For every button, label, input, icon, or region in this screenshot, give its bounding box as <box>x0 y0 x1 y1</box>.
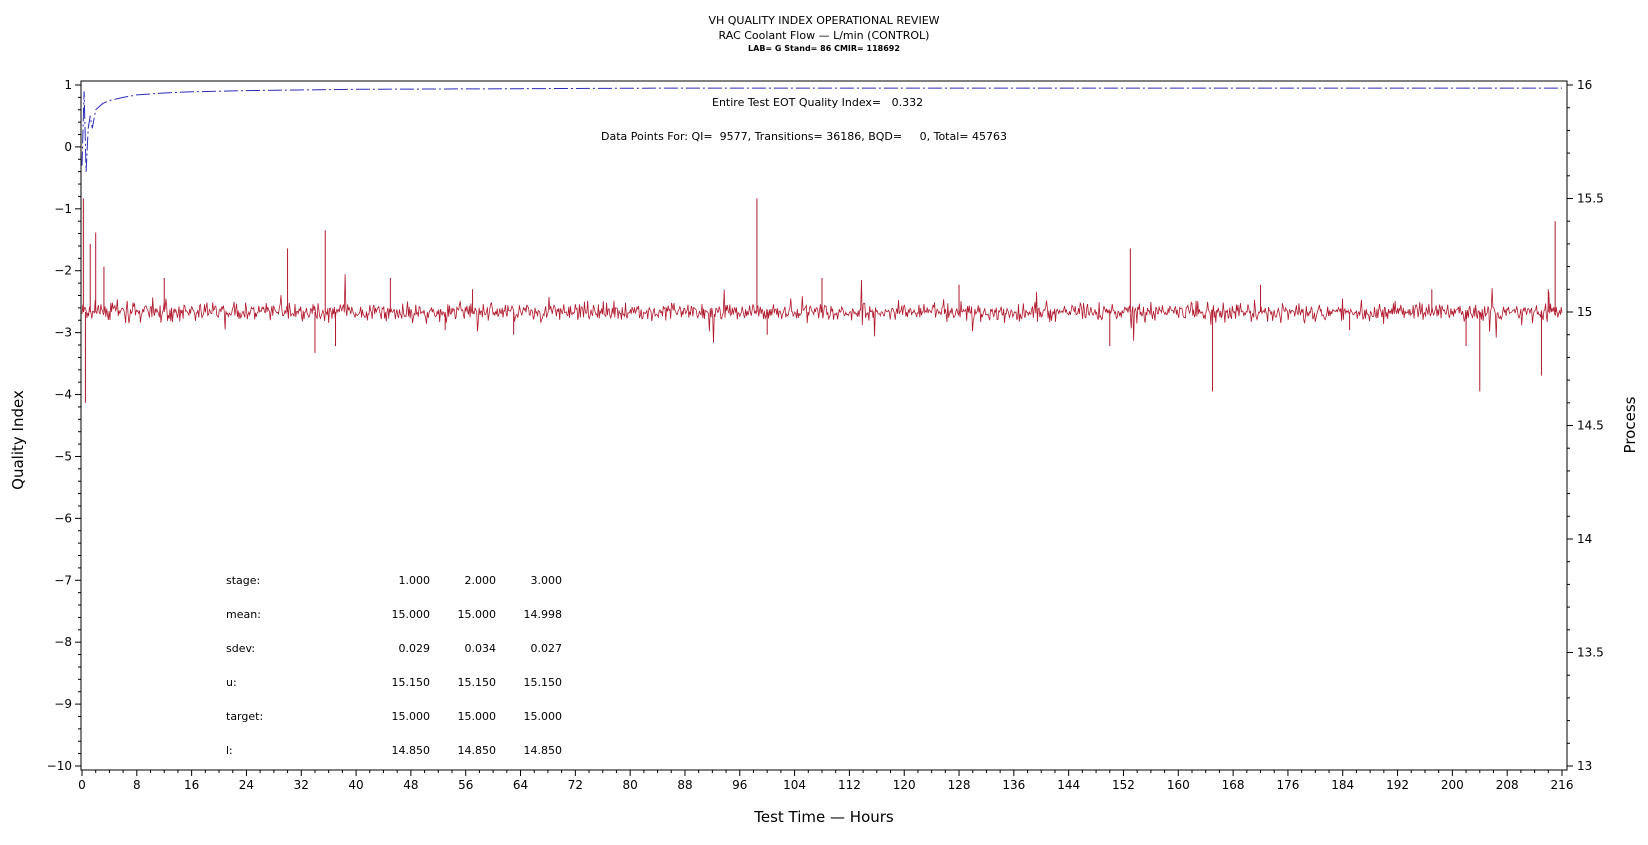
y-left-tick-label: −6 <box>54 511 72 525</box>
x-axis-label: Test Time — Hours <box>754 808 894 826</box>
y-left-tick-label: −10 <box>47 759 72 773</box>
y-left-tick-label: −7 <box>54 573 72 587</box>
x-tick-label: 152 <box>1112 778 1135 792</box>
x-tick-label: 184 <box>1331 778 1354 792</box>
chart-info: LAB= G Stand= 86 CMIR= 118692 <box>748 44 900 53</box>
x-tick-label: 48 <box>403 778 418 792</box>
x-tick-label: 64 <box>513 778 528 792</box>
stats-value: 15.150 <box>391 676 431 689</box>
x-tick-label: 104 <box>783 778 806 792</box>
x-tick-label: 176 <box>1276 778 1299 792</box>
y-right-tick-label: 14 <box>1577 532 1592 546</box>
y-left-tick-label: −8 <box>54 635 72 649</box>
y-right-tick-label: 13.5 <box>1577 646 1604 660</box>
stats-value: 15.000 <box>457 710 497 723</box>
x-tick-label: 144 <box>1057 778 1080 792</box>
x-tick-label: 128 <box>948 778 971 792</box>
y-right-tick-label: 14.5 <box>1577 419 1604 433</box>
process-series <box>81 198 1563 403</box>
x-tick-label: 200 <box>1441 778 1464 792</box>
y-axis-left-label: Quality Index <box>9 390 27 490</box>
stats-row-label: mean: <box>226 608 261 621</box>
y-left-tick-label: 1 <box>64 78 72 92</box>
x-tick-label: 192 <box>1386 778 1409 792</box>
y-left-tick-label: −3 <box>54 326 72 340</box>
eot-quality-index: Entire Test EOT Quality Index= 0.332 <box>712 96 924 109</box>
stats-value: 3.000 <box>530 574 563 587</box>
plot-frame <box>80 80 1568 771</box>
stats-value: 15.000 <box>457 608 497 621</box>
chart-title: VH QUALITY INDEX OPERATIONAL REVIEW <box>708 14 940 27</box>
x-tick-label: 24 <box>239 778 254 792</box>
x-tick-label: 208 <box>1496 778 1519 792</box>
chart-subtitle: RAC Coolant Flow — L/min (CONTROL) <box>718 29 930 42</box>
y-left-tick-label: −4 <box>54 388 72 402</box>
y-right-tick-label: 13 <box>1577 759 1592 773</box>
x-tick-label: 112 <box>838 778 861 792</box>
x-tick-label: 216 <box>1551 778 1574 792</box>
x-tick-label: 120 <box>893 778 916 792</box>
stats-value: 1.000 <box>398 574 431 587</box>
x-tick-label: 168 <box>1222 778 1245 792</box>
x-tick-label: 96 <box>732 778 747 792</box>
stats-value: 14.850 <box>523 744 563 757</box>
y-right-tick-label: 15.5 <box>1577 192 1604 206</box>
x-tick-label: 56 <box>458 778 473 792</box>
y-right-tick-label: 16 <box>1577 78 1592 92</box>
stats-row-label: l: <box>226 744 233 757</box>
stats-value: 0.027 <box>530 642 563 655</box>
x-tick-label: 0 <box>78 778 86 792</box>
y-axis-right-label: Process <box>1621 396 1639 454</box>
x-tick-label: 40 <box>348 778 363 792</box>
stats-row-label: target: <box>226 710 264 723</box>
y-left-tick-label: −9 <box>54 697 72 711</box>
y-left-tick-label: −2 <box>54 264 72 278</box>
stats-value: 0.034 <box>464 642 497 655</box>
quality-index-series <box>81 87 1562 172</box>
x-tick-label: 136 <box>1002 778 1025 792</box>
x-tick-label: 160 <box>1167 778 1190 792</box>
stats-value: 15.000 <box>391 710 431 723</box>
stats-row-label: stage: <box>226 574 261 587</box>
stats-value: 14.998 <box>523 608 563 621</box>
stats-value: 14.850 <box>391 744 431 757</box>
stats-value: 15.150 <box>457 676 497 689</box>
stats-value: 15.000 <box>391 608 431 621</box>
y-left-tick-label: −1 <box>54 202 72 216</box>
stats-row-label: u: <box>226 676 237 689</box>
stats-value: 15.150 <box>523 676 563 689</box>
stats-value: 14.850 <box>457 744 497 757</box>
x-tick-label: 16 <box>184 778 199 792</box>
axis-ticks: 0 8 16 24 32 40 48 56 64 72 80 88 96 104 112 120 128 136 1… <box>47 78 1604 792</box>
data-points-summary: Data Points For: QI= 9577, Transitions= … <box>601 130 1007 143</box>
stats-value: 0.029 <box>398 642 431 655</box>
x-tick-label: 88 <box>677 778 692 792</box>
quality-index-line <box>81 87 1562 172</box>
x-tick-label: 72 <box>568 778 583 792</box>
stats-value: 2.000 <box>464 574 497 587</box>
y-right-tick-label: 15 <box>1577 305 1592 319</box>
x-tick-label: 32 <box>294 778 309 792</box>
y-left-tick-label: −5 <box>54 449 72 463</box>
stats-row-label: sdev: <box>226 642 256 655</box>
x-tick-label: 8 <box>133 778 141 792</box>
y-left-tick-label: 0 <box>64 140 72 154</box>
stats-value: 15.000 <box>523 710 563 723</box>
x-tick-label: 80 <box>623 778 638 792</box>
